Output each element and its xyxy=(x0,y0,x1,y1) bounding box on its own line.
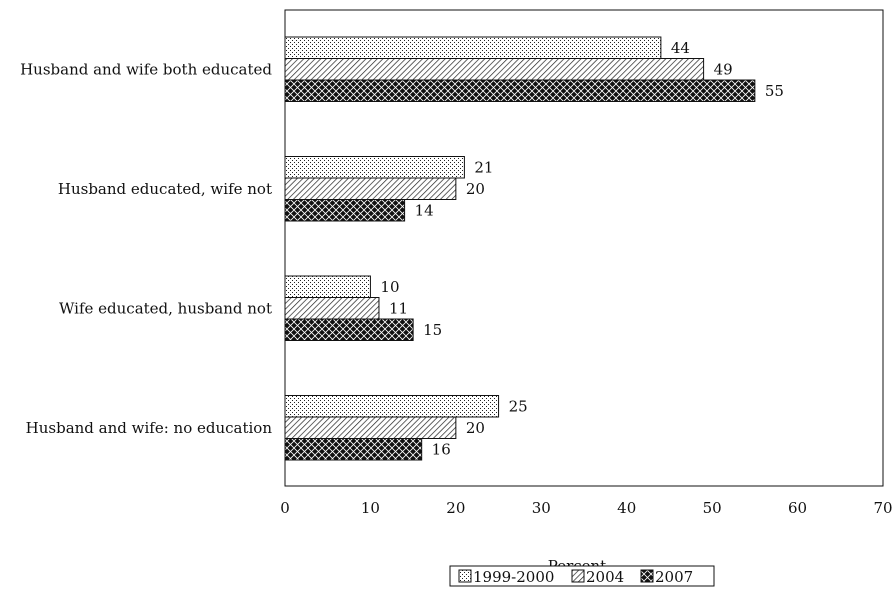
x-tick-label: 30 xyxy=(532,499,551,517)
plot-area-border xyxy=(284,9,884,487)
category-label: Husband and wife: no education xyxy=(26,419,273,437)
x-tick-label: 0 xyxy=(280,499,290,517)
category-labels: Husband and wife both educated Husband ed… xyxy=(20,60,272,437)
x-tick-label: 50 xyxy=(703,499,722,517)
legend-swatch xyxy=(458,569,472,583)
bar xyxy=(284,36,662,59)
x-tick-label: 40 xyxy=(617,499,636,517)
bar xyxy=(284,416,457,439)
bar xyxy=(284,177,457,200)
bar xyxy=(284,318,414,341)
bar-value-label: 21 xyxy=(474,158,493,176)
bar-value-label: 55 xyxy=(765,82,784,100)
bars: 44 49 55 21 20 14 10 11 15 25 20 16 xyxy=(284,36,784,461)
bar xyxy=(284,438,423,461)
bar xyxy=(284,79,756,102)
bar-value-label: 49 xyxy=(714,60,733,78)
bar-value-label: 16 xyxy=(432,440,451,458)
bar-value-label: 14 xyxy=(415,201,434,219)
legend-swatch xyxy=(571,569,585,583)
plot-frame xyxy=(284,9,884,487)
bar xyxy=(284,199,406,222)
x-tick-label: 20 xyxy=(446,499,465,517)
x-axis-ticks: 0 10 20 30 40 50 60 70 xyxy=(280,499,892,517)
legend: 1999-2000 2004 2007 xyxy=(449,565,715,587)
bar-value-label: 15 xyxy=(423,321,442,339)
bar xyxy=(284,297,380,320)
x-tick-label: 60 xyxy=(788,499,807,517)
bar-value-label: 44 xyxy=(671,39,690,57)
bar-value-label: 10 xyxy=(380,278,399,296)
bar xyxy=(284,395,500,418)
bar-value-label: 20 xyxy=(466,419,485,437)
bar xyxy=(284,275,371,298)
bar xyxy=(284,156,465,179)
bar-value-label: 11 xyxy=(389,299,408,317)
category-label: Wife educated, husband not xyxy=(59,299,272,317)
bar-value-label: 20 xyxy=(466,180,485,198)
category-label: Husband educated, wife not xyxy=(58,180,272,198)
bar-value-label: 25 xyxy=(509,397,528,415)
x-tick-label: 70 xyxy=(873,499,892,517)
legend-label: 1999-2000 xyxy=(473,568,554,586)
legend-swatch xyxy=(640,569,654,583)
category-label: Husband and wife both educated xyxy=(20,60,272,78)
bar xyxy=(284,58,705,81)
legend-label: 2004 xyxy=(586,568,624,586)
legend-label: 2007 xyxy=(655,568,693,586)
x-tick-label: 10 xyxy=(361,499,380,517)
